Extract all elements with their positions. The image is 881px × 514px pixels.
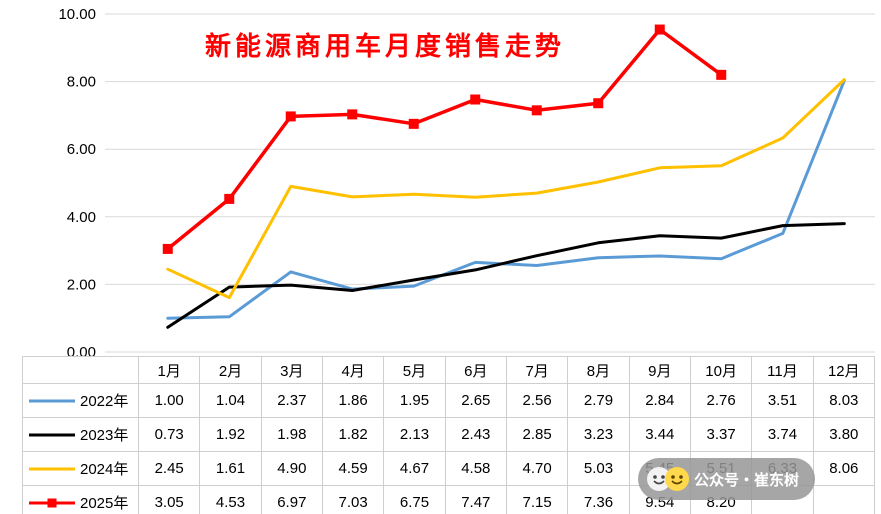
value-cell: 2.84 [628,383,691,418]
legend-label: 2022年 [80,393,129,410]
data-table: 1月 2月 3月 4月 5月 6月 7月 8月 9月 10月 11月 12月 2022年 1.00 1.04… [22,356,876,514]
value-cell: 1.00 [137,383,201,418]
value-cell: 2.45 [137,451,201,486]
y-axis-tick-label: 8.00 [67,74,96,91]
value-cell: 3.74 [751,417,814,452]
y-axis-tick-label: 6.00 [67,141,96,158]
value-cell: 6.97 [260,485,323,514]
value-cell: 1.82 [321,417,385,452]
value-cell: 2.65 [444,383,507,418]
value-cell: 2.13 [383,417,446,452]
month-header-cell: 11月 [751,356,814,384]
month-header-cell: 3月 [260,356,323,384]
series-line-2023年 [166,222,846,329]
value-cell: 5.03 [567,451,630,486]
legend-cell: 2025年 [22,485,139,514]
value-cell: 1.95 [383,383,446,418]
y-axis-tick-label: 0.00 [67,344,96,358]
series-line-2024年 [166,78,846,300]
legend-label: 2023年 [80,427,129,444]
value-cell: 3.23 [567,417,630,452]
value-cell: 3.44 [628,417,691,452]
value-cell [812,485,876,514]
data-point-marker [716,69,727,80]
value-cell: 6.75 [383,485,446,514]
y-axis-tick-label: 4.00 [67,209,96,226]
legend-marker-2025年 [29,498,75,507]
table-row: 2023年 0.73 1.92 1.98 1.82 2.13 2.43 2.85 3.23 3.4… [22,417,876,452]
value-cell: 3.80 [812,417,876,452]
value-cell: 8.03 [812,383,876,418]
month-header-cell: 10月 [689,356,753,384]
data-point-marker [285,111,296,122]
month-header-cell: 9月 [628,356,691,384]
legend-cell: 2022年 [22,383,139,418]
value-cell: 2.43 [444,417,507,452]
legend-marker-2023年 [29,433,75,436]
value-cell: 4.67 [383,451,446,486]
data-point-marker [531,105,542,116]
legend-label: 2025年 [80,495,129,512]
value-cell: 3.37 [689,417,753,452]
data-point-marker [224,193,235,204]
chart-title: 新能源商用车月度销售走势 [205,31,566,61]
value-cell: 1.86 [321,383,385,418]
value-cell: 7.15 [505,485,569,514]
month-header-cell: 4月 [321,356,385,384]
value-cell: 2.37 [260,383,323,418]
y-axis-tick-label: 10.00 [58,6,96,23]
value-cell: 0.73 [137,417,201,452]
watermark-text: 公众号・崔东树 [694,471,800,489]
series-line-2025年 [166,27,724,251]
value-cell: 7.36 [567,485,630,514]
value-cell: 3.05 [137,485,201,514]
value-cell: 4.90 [260,451,323,486]
value-cell: 4.58 [444,451,507,486]
value-cell: 8.06 [812,451,876,486]
table-header-row: 1月 2月 3月 4月 5月 6月 7月 8月 9月 10月 11月 12月 [22,356,876,384]
data-point-marker [654,24,665,35]
data-point-marker [408,118,419,129]
month-header-cell: 12月 [812,356,876,384]
month-header-cell: 2月 [199,356,262,384]
month-header-cell: 8月 [567,356,630,384]
emoji-face-icon [647,467,671,491]
legend-cell: 2023年 [22,417,139,452]
month-header-cell: 7月 [505,356,569,384]
watermark: 公众号・崔东树 [638,458,816,500]
data-point-marker [347,109,358,120]
value-cell: 4.59 [321,451,385,486]
value-cell: 2.79 [567,383,630,418]
value-cell: 4.53 [199,485,262,514]
month-header-cell: 5月 [383,356,446,384]
legend-marker-2022年 [29,399,75,402]
series-line-2022年 [166,79,846,320]
value-cell: 2.85 [505,417,569,452]
data-point-marker [162,243,173,254]
value-cell: 4.70 [505,451,569,486]
legend-label: 2024年 [80,461,129,478]
value-cell: 2.76 [689,383,753,418]
value-cell: 1.04 [199,383,262,418]
value-cell: 2.56 [505,383,569,418]
table-corner-cell [22,356,139,384]
data-point-marker [470,94,481,105]
data-point-marker [593,98,604,109]
value-cell: 7.03 [321,485,385,514]
value-cell: 1.92 [199,417,262,452]
line-chart: 0.00 2.00 4.00 6.00 8.00 10.00 [58,6,875,358]
month-header-cell: 1月 [137,356,201,384]
table-row: 2022年 1.00 1.04 2.37 1.86 1.95 2.65 2.56 2.79 2.8… [22,383,876,418]
legend-cell: 2024年 [22,451,139,486]
table-row: 2024年2.451.614.904.594.674.584.705.035.4… [22,451,876,486]
value-cell: 1.61 [199,451,262,486]
value-cell: 3.51 [751,383,814,418]
emoji-face-icon [665,467,689,491]
value-cell: 7.47 [444,485,507,514]
value-cell: 1.98 [260,417,323,452]
legend-marker-2024年 [29,467,75,470]
y-axis-tick-label: 2.00 [67,276,96,293]
month-header-cell: 6月 [444,356,507,384]
